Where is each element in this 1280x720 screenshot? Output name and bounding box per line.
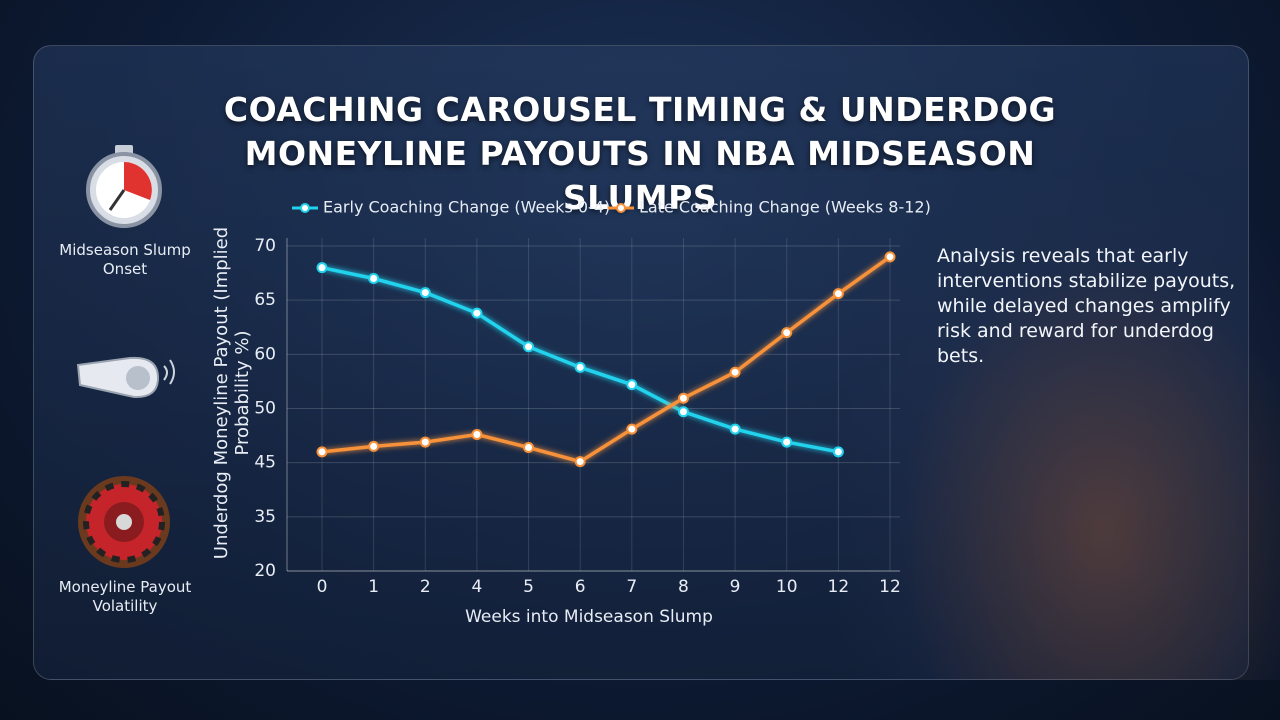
x-tick-label: 5 bbox=[523, 577, 534, 597]
data-point bbox=[781, 436, 793, 448]
stopwatch-icon bbox=[86, 145, 162, 228]
x-tick-label: 4 bbox=[471, 577, 482, 597]
y-tick-label: 65 bbox=[254, 290, 276, 310]
arena-backdrop bbox=[840, 180, 1280, 680]
legend-marker bbox=[300, 203, 310, 213]
data-point bbox=[471, 307, 483, 319]
data-point bbox=[626, 423, 638, 435]
data-point bbox=[471, 429, 483, 440]
data-point bbox=[677, 392, 689, 404]
x-tick-label: 12 bbox=[828, 577, 850, 597]
y-tick-label: 50 bbox=[254, 399, 276, 419]
series-line bbox=[321, 255, 892, 464]
y-tick-label: 20 bbox=[254, 561, 276, 581]
legend-label: Early Coaching Change (Weeks 0-4) bbox=[323, 198, 610, 217]
data-point bbox=[677, 406, 689, 418]
y-tick-label: 35 bbox=[254, 507, 276, 527]
y-tick-label: 60 bbox=[254, 344, 276, 364]
x-tick-label: 0 bbox=[317, 577, 328, 597]
data-point bbox=[626, 379, 638, 391]
x-tick-label: 10 bbox=[776, 577, 798, 597]
data-point bbox=[419, 287, 431, 299]
x-tick-label: 12 bbox=[879, 577, 901, 597]
x-axis-label: Weeks into Midseason Slump bbox=[465, 607, 713, 627]
data-point bbox=[781, 327, 793, 339]
data-point bbox=[574, 456, 586, 468]
x-tick-label: 2 bbox=[420, 577, 431, 597]
data-point bbox=[729, 366, 741, 378]
data-point bbox=[832, 288, 844, 300]
y-tick-label: 45 bbox=[254, 453, 276, 473]
data-point bbox=[574, 361, 586, 373]
legend-marker bbox=[616, 203, 626, 213]
sidebar-label: Moneyline Payout Volatility bbox=[58, 578, 192, 615]
x-tick-label: 1 bbox=[368, 577, 379, 597]
data-point bbox=[368, 440, 380, 452]
roulette-icon bbox=[78, 476, 170, 568]
data-point bbox=[884, 251, 896, 263]
x-tick-label: 8 bbox=[678, 577, 689, 597]
data-point bbox=[523, 442, 535, 453]
data-point bbox=[832, 446, 844, 458]
chart-title: COACHING CAROUSEL TIMING & UNDERDOG MONE… bbox=[223, 90, 1057, 217]
data-point bbox=[316, 262, 328, 274]
data-point bbox=[316, 446, 328, 458]
data-point bbox=[419, 436, 431, 448]
x-tick-label: 6 bbox=[575, 577, 586, 597]
whistle-icon bbox=[76, 356, 175, 399]
x-tick-label: 7 bbox=[626, 577, 637, 597]
y-tick-label: 70 bbox=[254, 236, 276, 256]
x-tick-label: 9 bbox=[730, 577, 741, 597]
sidebar-label: Midseason Slump Onset bbox=[59, 241, 191, 278]
legend-label: Late Coaching Change (Weeks 8-12) bbox=[639, 198, 931, 217]
annotation: Analysis reveals that early intervention… bbox=[937, 245, 1236, 367]
panel bbox=[33, 45, 1249, 680]
data-point bbox=[368, 273, 380, 284]
data-point bbox=[729, 423, 741, 435]
data-point bbox=[523, 341, 535, 353]
